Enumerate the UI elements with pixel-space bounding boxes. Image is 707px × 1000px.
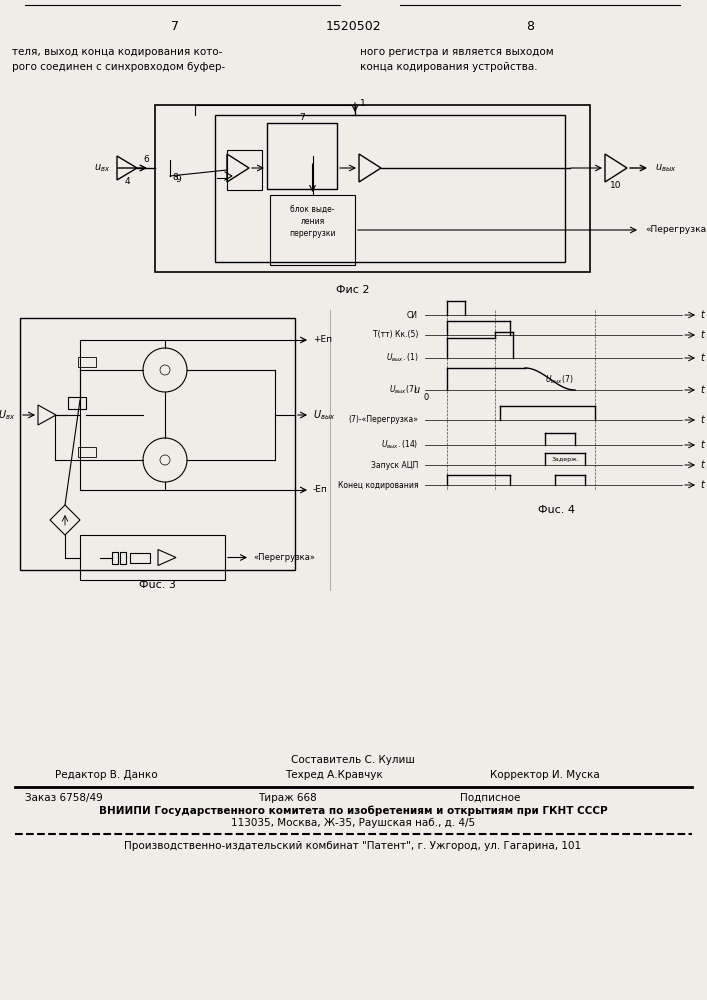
Text: t: t: [700, 330, 704, 340]
Text: «Перегрузка»: «Перегрузка»: [253, 553, 315, 562]
Text: t: t: [700, 310, 704, 320]
Text: 113035, Москва, Ж-35, Раушская наб., д. 4/5: 113035, Москва, Ж-35, Раушская наб., д. …: [231, 818, 475, 828]
Text: перегрузки: перегрузки: [289, 230, 336, 238]
Text: Редактор В. Данко: Редактор В. Данко: [55, 770, 158, 780]
Text: Запуск АЦП: Запуск АЦП: [370, 460, 418, 470]
Text: 1520502: 1520502: [325, 20, 381, 33]
Bar: [155, 105, 590, 272]
Text: $U_{вых}.(1)$: $U_{вых}.(1)$: [385, 352, 418, 364]
Text: теля, выход конца кодирования кото-
рого соединен с синхровходом буфер-: теля, выход конца кодирования кото- рого…: [12, 47, 226, 72]
Text: 7: 7: [299, 113, 305, 122]
Bar: [130, 552, 150, 562]
Text: ВНИИПИ Государственного комитета по изобретениям и открытиям при ГКНТ СССР: ВНИИПИ Государственного комитета по изоб…: [99, 806, 607, 816]
Text: Фuс. 3: Фuс. 3: [139, 580, 175, 590]
Bar: [78, 357, 96, 367]
Text: Составитель С. Кулиш: Составитель С. Кулиш: [291, 755, 415, 765]
Text: Фuс. 4: Фuс. 4: [539, 505, 575, 515]
Bar: [120, 552, 126, 564]
Text: $U_{вых}(7)$: $U_{вых}(7)$: [545, 374, 573, 386]
Bar: [68, 397, 86, 409]
Text: Т(тт) Кк.(5): Т(тт) Кк.(5): [373, 330, 418, 340]
Text: Корректор И. Муска: Корректор И. Муска: [490, 770, 600, 780]
Text: Конец кодирования: Конец кодирования: [337, 481, 418, 489]
Text: t: t: [700, 353, 704, 363]
Text: $u_{вых}$: $u_{вых}$: [655, 162, 677, 174]
Text: +Eп: +Eп: [313, 336, 332, 344]
Text: $U_{вых}$: $U_{вых}$: [313, 408, 336, 422]
Text: Фиc 2: Фиc 2: [337, 285, 370, 295]
Text: Тираж 668: Тираж 668: [258, 793, 317, 803]
Text: 6: 6: [143, 155, 149, 164]
Text: $U_{вых}.(14)$: $U_{вых}.(14)$: [381, 439, 418, 451]
Text: «Перегрузка»: «Перегрузка»: [645, 226, 707, 234]
Bar: [78, 447, 96, 457]
Text: 8: 8: [526, 20, 534, 33]
Text: Производственно-издательский комбинат "Патент", г. Ужгород, ул. Гагарина, 101: Производственно-издательский комбинат "П…: [124, 841, 582, 851]
Text: -Eп: -Eп: [313, 486, 328, 494]
Text: Задерж.: Задерж.: [551, 456, 579, 462]
Text: t: t: [700, 385, 704, 395]
Text: $u_{вх}$: $u_{вх}$: [94, 162, 110, 174]
Text: 7: 7: [171, 20, 179, 33]
Text: 10: 10: [610, 180, 621, 190]
Bar: [112, 552, 118, 564]
Text: 4: 4: [124, 178, 130, 186]
Bar: [227, 150, 262, 190]
Text: 8: 8: [172, 174, 178, 182]
Text: Заказ 6758/49: Заказ 6758/49: [25, 793, 103, 803]
Text: 9: 9: [175, 174, 181, 184]
Text: $U_{вых}(7)$: $U_{вых}(7)$: [390, 384, 418, 396]
Text: 1: 1: [360, 99, 366, 107]
Text: t: t: [700, 440, 704, 450]
Text: t: t: [700, 460, 704, 470]
Text: 0: 0: [423, 393, 428, 402]
Text: Техред А.Кравчук: Техред А.Кравчук: [285, 770, 382, 780]
Text: СИ: СИ: [407, 310, 418, 320]
Bar: [215, 115, 565, 262]
Text: t: t: [700, 415, 704, 425]
Text: блок выде-: блок выде-: [291, 206, 334, 215]
Text: $U_{вх}$: $U_{вх}$: [0, 408, 15, 422]
Text: Подписное: Подписное: [460, 793, 520, 803]
Text: t: t: [700, 480, 704, 490]
Text: u: u: [414, 385, 420, 395]
Text: ления: ления: [300, 218, 325, 227]
Bar: [20, 318, 295, 570]
Bar: [270, 195, 355, 265]
Text: ного регистра и является выходом
конца кодирования устройства.: ного регистра и является выходом конца к…: [360, 47, 554, 72]
Text: (7)-«Перегрузка»: (7)-«Перегрузка»: [348, 416, 418, 424]
Bar: [267, 123, 337, 189]
Bar: [80, 535, 225, 580]
